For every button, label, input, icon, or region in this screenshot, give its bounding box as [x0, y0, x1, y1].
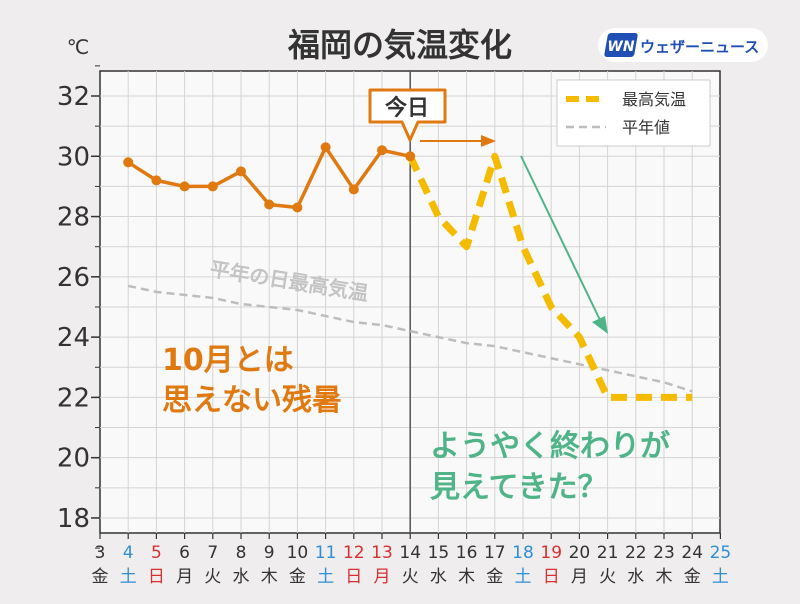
annotation-right-line2: 見えてきた？	[430, 470, 608, 505]
x-tick-label-day: 6	[179, 543, 190, 563]
x-tick-label-day: 25	[710, 543, 732, 563]
x-tick-label-day: 16	[456, 543, 478, 563]
legend: 最高気温 平年値	[556, 79, 711, 147]
y-tick-label: 18	[57, 504, 90, 534]
x-tick-label-day: 22	[625, 543, 647, 563]
x-tick-label-weekday: 火	[402, 567, 419, 587]
x-tick-label-weekday: 金	[486, 567, 503, 587]
x-tick-label-weekday: 月	[571, 567, 588, 587]
today-callout-label: 今日	[385, 95, 429, 121]
series-observed-point	[292, 202, 303, 213]
x-tick-label-weekday: 水	[430, 567, 447, 587]
x-axis: 3金4土5日6月7火8水9木10金11土12日13月14火15水16木17金18…	[92, 533, 732, 587]
y-tick-label: 26	[57, 263, 90, 293]
series-observed-point	[377, 145, 387, 156]
x-tick-label-weekday: 土	[515, 567, 532, 587]
x-tick-label-weekday: 金	[289, 567, 306, 587]
x-tick-label-day: 7	[207, 543, 218, 563]
series-observed-point	[348, 184, 359, 195]
x-tick-label-day: 17	[484, 543, 506, 563]
x-tick-label-weekday: 水	[233, 567, 250, 587]
annotation-left-line1: 10月とは	[162, 343, 294, 378]
x-tick-label-day: 4	[123, 543, 134, 563]
x-tick-label-weekday: 日	[543, 567, 560, 587]
y-tick-label: 30	[57, 142, 90, 172]
y-tick-label: 28	[57, 203, 90, 233]
x-tick-label-weekday: 木	[261, 567, 278, 587]
x-tick-label-weekday: 金	[92, 567, 109, 587]
green-arrowhead	[592, 316, 608, 334]
annotation-right-line1: ようやく終わりが	[430, 429, 670, 464]
x-tick-label-weekday: 火	[599, 567, 616, 587]
y-unit-label: ℃	[67, 35, 89, 59]
today-callout: 今日	[368, 88, 447, 142]
x-tick-label-weekday: 日	[345, 567, 362, 587]
x-tick-label-weekday: 土	[317, 567, 334, 587]
y-tick-label: 24	[57, 323, 90, 353]
series-normal-line	[127, 284, 693, 393]
y-tick-label: 32	[57, 82, 90, 112]
legend-forecast-label: 最高気温	[622, 90, 686, 109]
x-tick-label-weekday: 月	[374, 567, 391, 587]
x-tick-label-day: 12	[343, 543, 365, 563]
y-axis: 18 20 22 24 26 28 30 32	[57, 65, 100, 549]
x-tick-label-weekday: 金	[684, 567, 701, 587]
series-layer	[123, 142, 693, 401]
x-tick-label-day: 13	[371, 543, 393, 563]
x-tick-label-day: 18	[512, 543, 534, 563]
x-tick-label-day: 5	[151, 543, 162, 563]
x-tick-label-day: 21	[597, 543, 619, 563]
x-tick-label-day: 8	[236, 543, 247, 563]
series-observed-point	[264, 199, 275, 210]
x-tick-label-weekday: 土	[120, 567, 137, 587]
x-tick-label-weekday: 木	[458, 567, 475, 587]
series-observed-point	[179, 181, 190, 192]
series-observed-point	[236, 166, 246, 177]
x-tick-label-weekday: 水	[627, 567, 644, 587]
brand-name: ウェザーニュース	[640, 38, 759, 56]
x-tick-label-weekday: 土	[712, 567, 729, 587]
today-callout-box	[368, 88, 447, 142]
x-tick-label-day: 20	[569, 543, 591, 563]
x-tick-label-weekday: 日	[148, 567, 165, 587]
y-tick-label: 20	[57, 444, 90, 474]
series-observed-point	[151, 175, 162, 186]
x-tick-label-weekday: 木	[656, 567, 673, 587]
x-tick-label-day: 11	[315, 543, 337, 563]
x-tick-label-day: 9	[264, 543, 275, 563]
brand-logo-mark: WN	[607, 39, 634, 55]
x-tick-label-day: 24	[681, 543, 703, 563]
x-tick-label-day: 23	[653, 543, 675, 563]
series-forecast-line	[407, 152, 693, 401]
annotation-left-line2: 思えない残暑	[162, 383, 342, 418]
y-tick-label: 22	[57, 383, 90, 413]
x-tick-label-day: 10	[287, 543, 309, 563]
series-observed-point	[207, 181, 218, 192]
chart-title: 福岡の気温変化	[287, 26, 512, 64]
series-observed-point	[405, 151, 416, 162]
x-tick-label-weekday: 火	[204, 567, 221, 587]
series-observed-point	[123, 157, 134, 168]
x-tick-label-day: 15	[428, 543, 450, 563]
legend-normal-label: 平年値	[622, 118, 670, 137]
x-tick-label-day: 3	[95, 543, 106, 563]
series-observed-point	[320, 142, 331, 153]
x-tick-label-day: 19	[540, 543, 562, 563]
orange-arrowhead	[481, 135, 496, 147]
x-tick-label-day: 14	[399, 543, 421, 563]
trend-arrows	[420, 135, 608, 334]
x-tick-label-weekday: 月	[176, 567, 193, 587]
legend-box	[556, 79, 711, 147]
brand-logo: WN ウェザーニュース	[598, 28, 768, 62]
green-downward-arrow	[520, 155, 601, 321]
